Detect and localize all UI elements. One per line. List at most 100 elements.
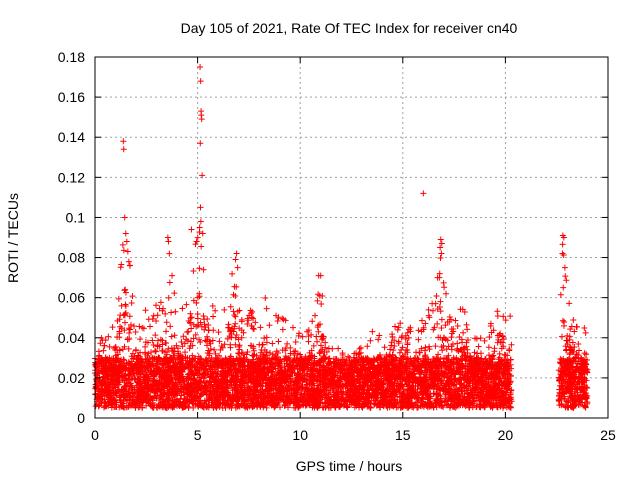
data-point [157,336,164,343]
data-point [404,329,411,336]
data-point [438,325,445,332]
data-point [212,350,219,357]
data-point [211,346,218,353]
data-point [279,315,286,322]
data-point [454,340,461,347]
data-point [204,315,211,322]
data-point [140,325,147,332]
data-point [150,341,157,348]
data-point [250,315,257,322]
data-point [357,344,364,351]
data-point [178,339,185,346]
data-point [475,343,482,350]
data-point [120,247,127,254]
data-point [447,373,454,380]
data-point [163,328,170,335]
data-point [168,333,175,340]
data-point [147,323,154,330]
data-point [209,303,216,310]
data-point [284,340,291,347]
data-point [364,343,371,350]
data-point [167,323,174,330]
data-point [163,351,170,358]
data-point [442,322,449,329]
data-point [183,301,190,308]
data-point [232,341,239,348]
data-point [335,345,342,352]
data-point [439,347,446,354]
data-point [117,323,124,330]
data-point [290,324,297,331]
data-point [263,305,270,312]
data-point [152,347,159,354]
data-point [438,316,445,323]
data-point [448,334,455,341]
data-point [125,345,132,352]
data-point [474,350,481,357]
data-point [314,297,321,304]
data-point [318,300,325,307]
data-point [496,350,503,357]
data-point [244,349,251,356]
data-point [443,290,450,297]
data-point [290,348,297,355]
data-point [249,308,256,315]
data-point [266,322,273,329]
data-point [464,326,471,333]
data-point [369,328,376,335]
data-point [426,314,433,321]
data-point [200,312,207,319]
data-point [267,349,274,356]
data-point [122,319,129,326]
data-point [279,326,286,333]
data-point [184,329,191,336]
data-point [100,347,107,354]
data-point [166,250,173,257]
data-point [435,351,442,358]
data-point [316,350,323,357]
data-point [229,270,236,277]
data-point [236,342,243,349]
data-point [506,346,513,353]
data-point [190,268,197,275]
data-point [508,341,515,348]
data-point [238,316,245,323]
data-point [127,326,134,333]
data-point [128,321,135,328]
data-point [194,234,201,241]
data-point [262,294,269,301]
data-point [168,309,175,316]
data-point [292,339,299,346]
data-point [387,346,394,353]
data-point [392,323,399,330]
data-point [118,302,125,309]
data-point [481,337,488,344]
data-point [142,307,149,314]
data-point [238,334,245,341]
data-point [313,333,320,340]
data-point [231,312,238,319]
data-point [299,333,306,340]
data-point [122,286,129,293]
data-point [507,403,514,410]
data-point [275,338,282,345]
data-point [460,329,467,336]
data-point [507,313,514,320]
data-point [404,341,411,348]
data-point [171,290,178,297]
data-point [425,306,432,313]
data-point [432,343,439,350]
data-point [101,342,108,349]
data-point [162,310,169,317]
data-point [440,279,447,286]
data-point [109,324,116,331]
data-point [148,349,155,356]
data-point [142,343,149,350]
data-point [179,305,186,312]
data-point [126,330,133,337]
data-point [230,308,237,315]
data-point [129,293,136,300]
data-point [305,338,312,345]
data-point [210,327,217,334]
data-point [163,319,170,326]
